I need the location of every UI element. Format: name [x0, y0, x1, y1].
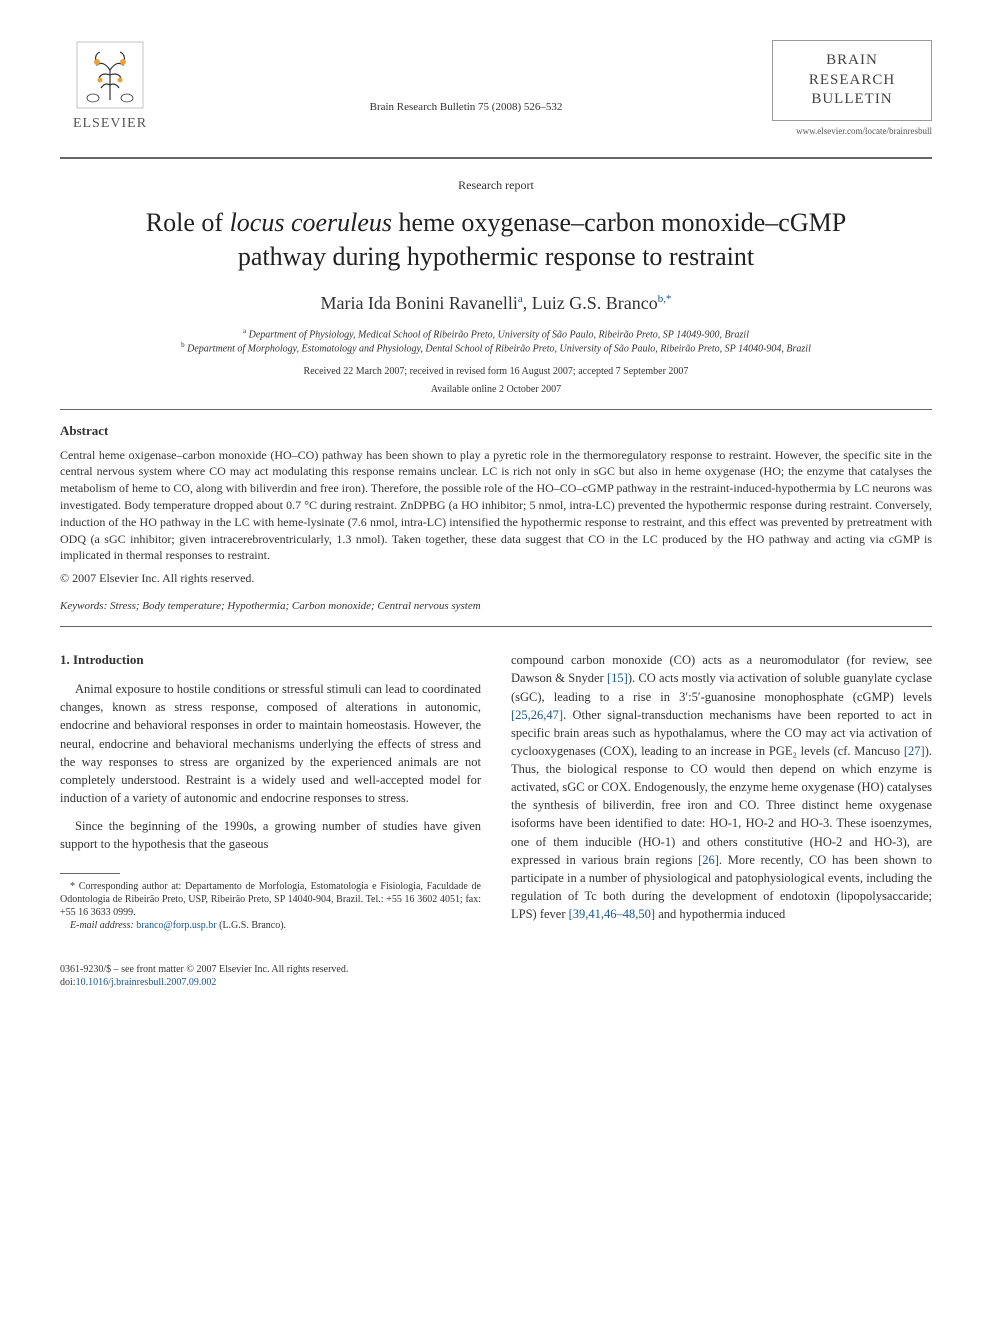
elsevier-logo	[75, 40, 145, 110]
column-right: compound carbon monoxide (CO) acts as a …	[511, 651, 932, 933]
rule-top	[60, 157, 932, 159]
journal-line1: BRAIN	[787, 51, 917, 71]
journal-box-wrap: BRAIN RESEARCH BULLETIN www.elsevier.com…	[772, 40, 932, 149]
author-2-sup: b,	[658, 293, 666, 305]
email-link[interactable]: branco@forp.usp.br	[136, 920, 216, 931]
doi-link[interactable]: 10.1016/j.brainresbull.2007.09.002	[76, 977, 217, 988]
keywords-text: Stress; Body temperature; Hypothermia; C…	[107, 600, 480, 612]
p3-c: . Other signal-transduction mechanisms h…	[511, 708, 932, 758]
ref-25-26-47[interactable]: [25,26,47]	[511, 708, 563, 722]
footer-doi: doi:10.1016/j.brainresbull.2007.09.002	[60, 976, 932, 989]
footnote-separator	[60, 873, 120, 874]
affiliations: a Department of Physiology, Medical Scho…	[140, 327, 852, 356]
aff-b-text: Department of Morphology, Estomatology a…	[185, 343, 811, 354]
affiliation-b: b Department of Morphology, Estomatology…	[140, 341, 852, 355]
ref-39-50[interactable]: [39,41,46–48,50]	[569, 907, 655, 921]
date-received: Received 22 March 2007; received in revi…	[60, 365, 932, 379]
citation: Brain Research Bulletin 75 (2008) 526–53…	[160, 40, 772, 115]
footer-meta: 0361-9230/$ – see front matter © 2007 El…	[60, 963, 932, 989]
journal-line3: BULLETIN	[787, 90, 917, 110]
title-pre: Role of	[146, 208, 230, 237]
intro-p3: compound carbon monoxide (CO) acts as a …	[511, 651, 932, 923]
article-title: Role of locus coeruleus heme oxygenase–c…	[120, 206, 872, 274]
intro-p2: Since the beginning of the 1990s, a grow…	[60, 817, 481, 853]
journal-line2: RESEARCH	[787, 71, 917, 91]
body-columns: 1. Introduction Animal exposure to hosti…	[60, 651, 932, 933]
corresponding-author-footnote: * Corresponding author at: Departamento …	[60, 880, 481, 919]
section-1-heading: 1. Introduction	[60, 651, 481, 670]
footer-copyright: 0361-9230/$ – see front matter © 2007 El…	[60, 963, 932, 976]
ref-27[interactable]: [27]	[904, 744, 925, 758]
rule-before-abstract	[60, 409, 932, 410]
footnote-text: Corresponding author at: Departamento de…	[60, 881, 481, 918]
author-2: Luiz G.S. Branco	[532, 293, 658, 313]
keywords-label: Keywords:	[60, 600, 107, 612]
publisher-block: ELSEVIER	[60, 40, 160, 134]
ref-15[interactable]: [15]	[607, 671, 628, 685]
header-row: ELSEVIER Brain Research Bulletin 75 (200…	[60, 40, 932, 149]
author-2-star: *	[666, 293, 672, 305]
doi-label: doi:	[60, 977, 76, 988]
keywords: Keywords: Stress; Body temperature; Hypo…	[60, 599, 932, 614]
abstract-heading: Abstract	[60, 422, 932, 440]
article-type: Research report	[60, 177, 932, 194]
email-after: (L.G.S. Branco).	[217, 920, 286, 931]
p3-d: ). Thus, the biological response to CO w…	[511, 744, 932, 867]
column-left: 1. Introduction Animal exposure to hosti…	[60, 651, 481, 933]
intro-p1: Animal exposure to hostile conditions or…	[60, 680, 481, 807]
journal-box: BRAIN RESEARCH BULLETIN	[772, 40, 932, 121]
p3-f: and hypothermia induced	[655, 907, 785, 921]
journal-url[interactable]: www.elsevier.com/locate/brainresbull	[772, 125, 932, 138]
author-1: Maria Ida Bonini Ravanelli	[320, 293, 517, 313]
title-italic: locus coeruleus	[230, 208, 392, 237]
publisher-name: ELSEVIER	[73, 114, 147, 134]
authors: Maria Ida Bonini Ravanellia, Luiz G.S. B…	[60, 291, 932, 316]
abstract-body: Central heme oxigenase–carbon monoxide (…	[60, 447, 932, 565]
ref-26[interactable]: [26]	[698, 853, 719, 867]
date-online: Available online 2 October 2007	[60, 383, 932, 397]
email-label: E-mail address:	[70, 920, 136, 931]
author-sep: ,	[523, 293, 532, 313]
aff-a-text: Department of Physiology, Medical School…	[246, 329, 749, 340]
rule-after-keywords	[60, 626, 932, 627]
email-footnote: E-mail address: branco@forp.usp.br (L.G.…	[60, 919, 481, 932]
affiliation-a: a Department of Physiology, Medical Scho…	[140, 327, 852, 341]
abstract-copyright: © 2007 Elsevier Inc. All rights reserved…	[60, 570, 932, 587]
